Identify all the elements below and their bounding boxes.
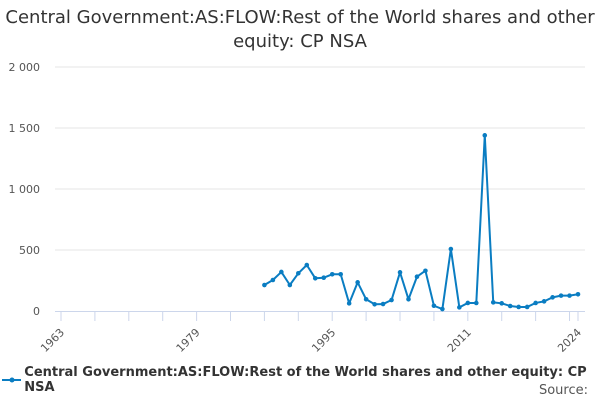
data-point (270, 277, 276, 283)
data-point (406, 296, 411, 302)
x-tick-label: 1979 (174, 326, 203, 355)
data-point (414, 274, 420, 280)
legend-label: Central Government:AS:FLOW:Rest of the W… (24, 365, 587, 395)
y-tick-label: 1 500 (9, 122, 41, 135)
data-point (389, 297, 394, 303)
data-point (524, 304, 530, 310)
data-point (507, 303, 513, 309)
data-point (558, 293, 564, 298)
data-point (304, 262, 310, 268)
data-point (279, 269, 284, 275)
legend[interactable]: Central Government:AS:FLOW:Rest of the W… (2, 365, 600, 395)
data-point (372, 301, 377, 307)
data-point (482, 133, 488, 138)
data-point (423, 268, 428, 274)
legend-line-marker-icon (2, 377, 22, 383)
series-line (263, 134, 579, 311)
data-point (473, 300, 479, 306)
y-tick-label: 2 000 (9, 61, 41, 74)
chart-title: Central Government:AS:FLOW:Rest of the W… (5, 7, 595, 52)
x-tick-label: 1963 (38, 326, 67, 355)
y-tick-label: 500 (19, 244, 40, 257)
y-tick-label: 0 (33, 305, 40, 318)
data-point (440, 306, 445, 312)
data-point (296, 271, 301, 276)
data-point (431, 303, 437, 309)
data-point (448, 246, 454, 252)
x-tick-label: 2024 (555, 326, 584, 355)
data-point (363, 296, 369, 302)
data-point (329, 271, 335, 277)
data-point (567, 293, 572, 298)
data-point (516, 304, 521, 310)
data-point (550, 295, 555, 300)
data-point (380, 301, 386, 307)
data-point (346, 301, 352, 306)
data-point (397, 270, 403, 275)
data-point (499, 301, 505, 306)
data-point (355, 280, 360, 285)
data-point (338, 271, 343, 277)
data-point (457, 305, 462, 310)
y-tick-label: 1 000 (9, 183, 41, 196)
data-point (533, 300, 538, 306)
data-point (465, 300, 471, 306)
x-tick-label: 2011 (445, 326, 474, 355)
data-point (287, 282, 293, 288)
data-point (541, 299, 547, 304)
source-label: Source: (538, 383, 588, 398)
data-point (490, 300, 496, 305)
data-point (321, 275, 327, 280)
data-point (575, 291, 581, 297)
data-point (312, 276, 318, 281)
data-point (262, 282, 267, 288)
x-tick-label: 1995 (309, 326, 338, 355)
